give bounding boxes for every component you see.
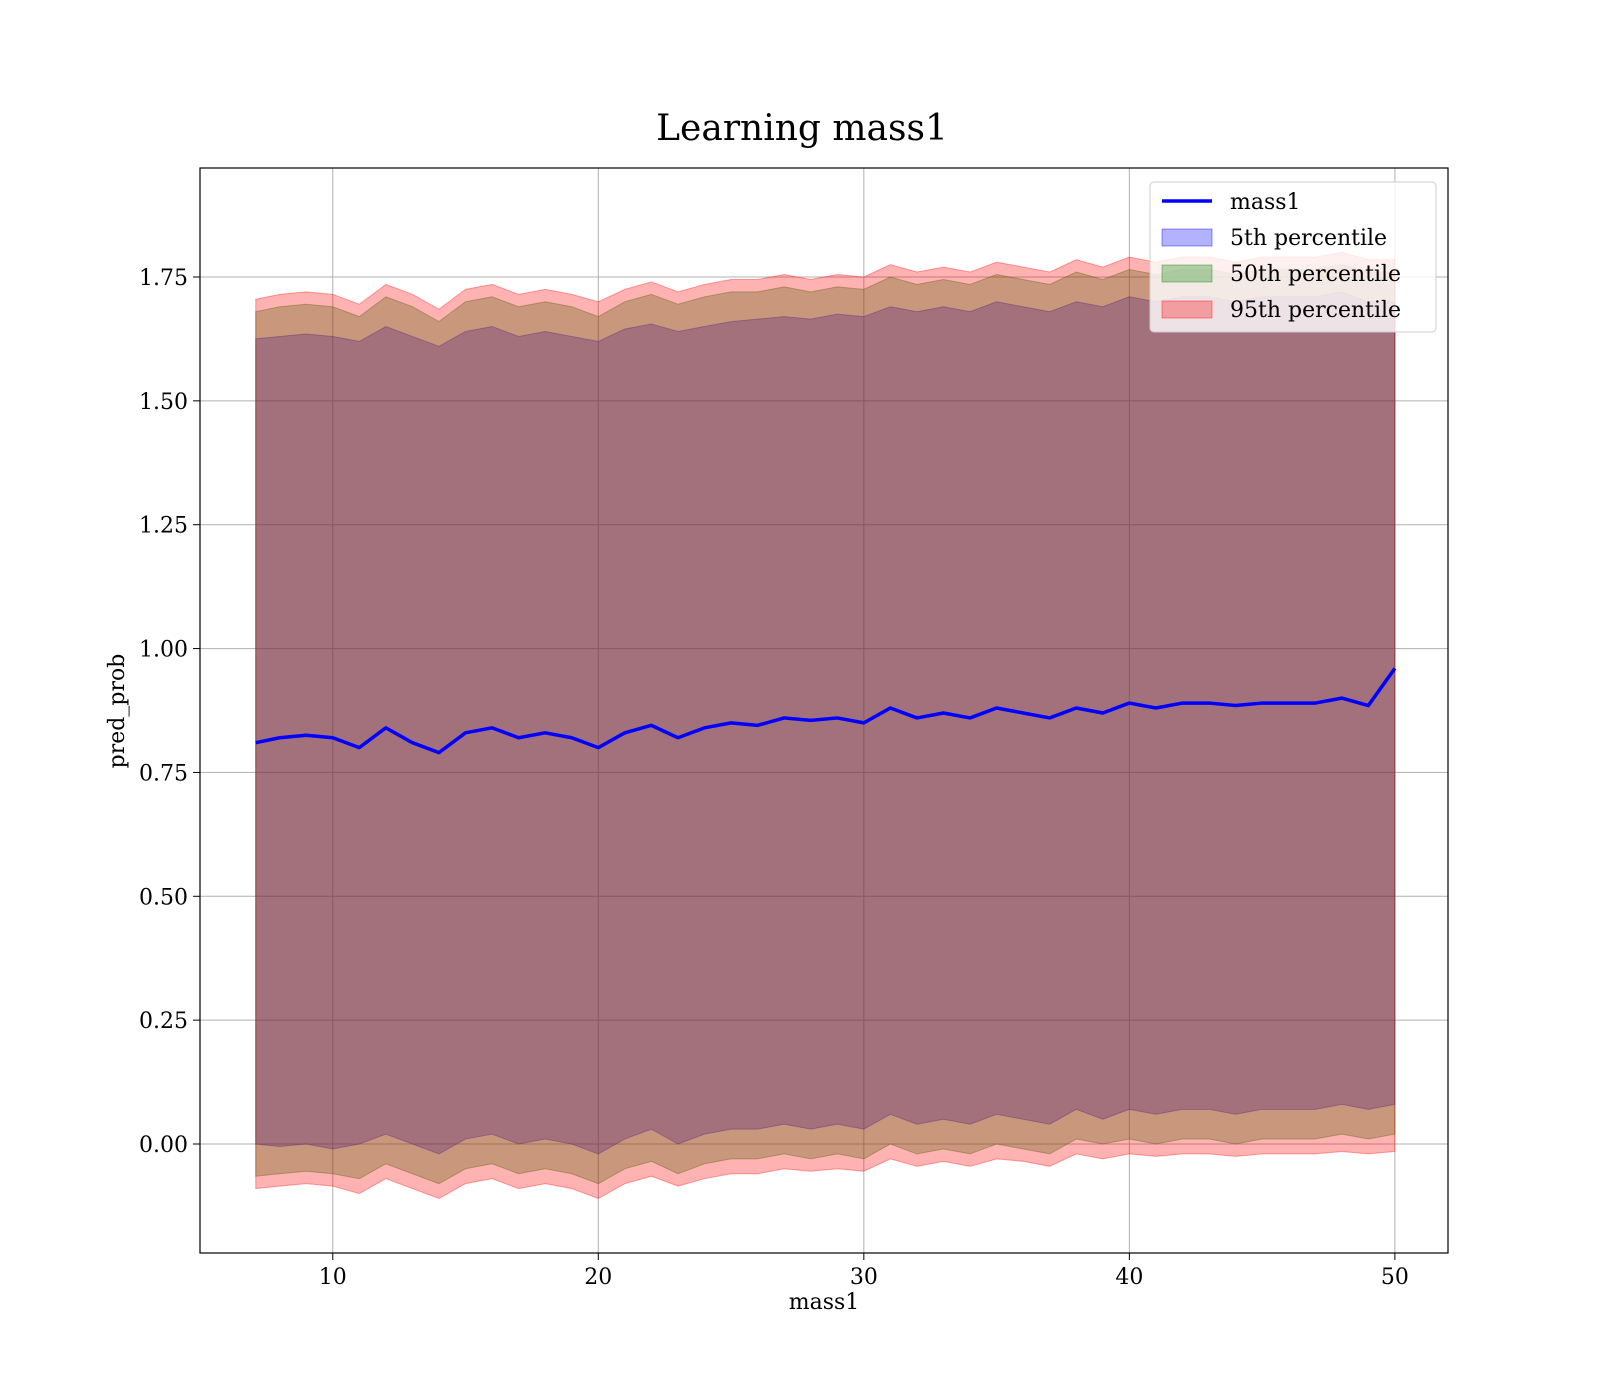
y-tick-label: 1.75 (139, 266, 188, 291)
y-tick-label: 1.25 (139, 514, 188, 539)
band-95th-percentile (255, 251, 1396, 1200)
y-tick-label: 0.75 (139, 761, 188, 786)
y-tick-label: 1.50 (139, 390, 188, 415)
y-tick-label: 0.00 (139, 1133, 188, 1158)
legend-label: 95th percentile (1230, 298, 1401, 323)
x-axis-label: mass1 (789, 1290, 860, 1315)
grid-lines (200, 168, 1448, 1253)
y-axis-label: pred_prob (105, 654, 130, 769)
x-tick-label: 20 (584, 1265, 612, 1290)
x-tick-label: 10 (319, 1265, 347, 1290)
y-tick-label: 1.00 (139, 638, 188, 663)
y-tick-label: 0.50 (139, 885, 188, 910)
x-tick-label: 40 (1115, 1265, 1143, 1290)
legend-swatch-band (1161, 228, 1213, 247)
legend-box (1149, 181, 1437, 333)
plot-frame (199, 167, 1449, 1254)
line-mass1 (255, 667, 1397, 755)
legend-swatch-band (1161, 300, 1213, 319)
band-5th-percentile (255, 291, 1396, 1155)
x-tick-label: 50 (1381, 1265, 1409, 1290)
y-tick-label: 0.25 (139, 1009, 188, 1034)
legend-label: 50th percentile (1230, 262, 1401, 287)
chart-title: Learning mass1 (656, 108, 948, 149)
legend: mass1 5th percentile 50th percentile 95th p… (1149, 181, 1437, 333)
x-tick-label: 30 (850, 1265, 878, 1290)
band-50th-percentile (255, 264, 1396, 1185)
series-lines (255, 667, 1397, 755)
percentile-bands (255, 251, 1396, 1200)
y-axis-ticks: 0.00 0.25 0.50 0.75 1.00 1.25 1.50 1.75 (139, 266, 200, 1158)
legend-swatch-band (1161, 264, 1213, 283)
legend-label: mass1 (1230, 190, 1301, 215)
x-axis-ticks: 10 20 30 40 50 (319, 1253, 1409, 1290)
legend-label: 5th percentile (1230, 226, 1387, 251)
